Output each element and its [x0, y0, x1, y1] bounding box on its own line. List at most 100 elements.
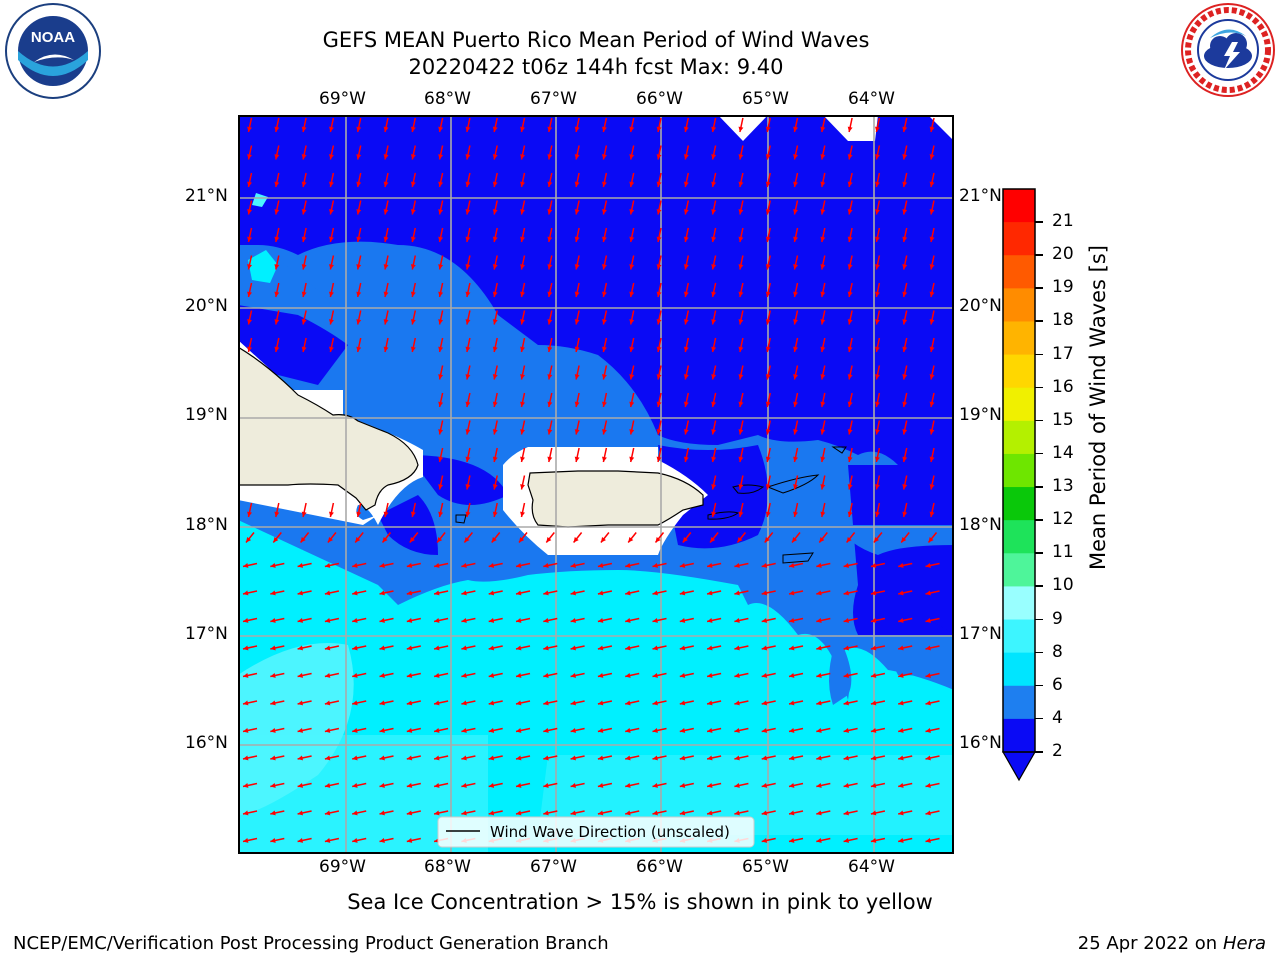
wind-wave-arrowhead: [270, 563, 276, 568]
wind-wave-arrowhead: [629, 401, 635, 407]
colorbar-segment: [1003, 487, 1035, 521]
wind-wave-arrowhead: [656, 429, 662, 435]
wind-wave-arrowhead: [574, 374, 580, 380]
wind-wave-arrowhead: [274, 154, 280, 160]
wind-wave-arrowhead: [711, 511, 717, 517]
wind-wave-arrowhead: [465, 126, 471, 132]
wind-wave-arrowhead: [765, 209, 771, 215]
wind-wave-arrowhead: [902, 429, 908, 435]
wind-wave-arrowhead: [820, 484, 826, 490]
colorbar-tick-label: 12: [1052, 509, 1074, 530]
wind-wave-arrowhead: [789, 810, 795, 816]
wind-wave-arrowhead: [816, 618, 822, 623]
wind-wave-arrowhead: [902, 291, 908, 297]
colorbar-tick-mark: [1035, 717, 1043, 720]
wind-wave-arrowhead: [329, 264, 334, 270]
wind-wave-arrowhead: [301, 209, 307, 215]
lat-label-right-19: 19°N: [959, 405, 1002, 425]
wind-wave-arrowhead: [929, 429, 935, 435]
wind-wave-arrowhead: [789, 755, 795, 761]
wind-wave-arrowhead: [820, 181, 826, 187]
colorbar-segment: [1003, 354, 1035, 389]
colorbar: [1001, 188, 1037, 782]
wind-wave-arrowhead: [683, 181, 689, 187]
wind-wave-arrowhead: [602, 374, 607, 380]
wind-wave-arrowhead: [547, 264, 553, 270]
wind-wave-arrowhead: [652, 755, 658, 761]
puerto-rico-land: [527, 470, 704, 528]
wind-wave-arrowhead: [410, 154, 416, 160]
wind-wave-arrowhead: [875, 291, 880, 297]
wind-wave-arrowhead: [324, 590, 331, 596]
wind-wave-arrowhead: [461, 645, 467, 651]
wind-wave-arrowhead: [793, 236, 798, 242]
wind-wave-arrowhead: [789, 673, 795, 678]
wind-wave-arrowhead: [625, 590, 631, 596]
wind-wave-arrowhead: [602, 264, 607, 270]
wind-wave-arrowhead: [602, 346, 607, 352]
wind-wave-arrowhead: [602, 429, 607, 435]
wind-wave-arrowhead: [520, 401, 525, 407]
wind-wave-arrowhead: [547, 126, 553, 132]
wind-wave-arrowhead: [870, 728, 877, 733]
colorbar-tick-label: 21: [1052, 211, 1074, 232]
wind-wave-arrowhead: [679, 645, 686, 651]
wind-wave-arrowhead: [847, 511, 853, 517]
wind-wave-arrowhead: [847, 291, 853, 297]
colorbar-tick-mark: [1035, 221, 1043, 223]
wind-wave-arrowhead: [382, 537, 388, 543]
wind-wave-arrowhead: [734, 590, 740, 596]
wind-wave-arrowhead: [329, 346, 334, 352]
wind-wave-arrowhead: [516, 783, 522, 788]
wind-wave-arrowhead: [352, 755, 358, 761]
wind-wave-arrowhead: [761, 563, 768, 568]
wind-wave-arrowhead: [409, 537, 415, 543]
wind-wave-arrowhead: [324, 783, 331, 788]
wind-wave-arrowhead: [297, 590, 304, 596]
chart-title-line1: GEFS MEAN Puerto Rico Mean Period of Win…: [322, 28, 870, 52]
wind-wave-arrowhead: [820, 319, 826, 325]
wind-wave-arrowhead: [574, 291, 580, 297]
wind-wave-arrowhead: [488, 810, 495, 816]
wind-wave-arrowhead: [652, 563, 658, 568]
wind-wave-arrowhead: [324, 563, 331, 568]
wind-wave-arrowhead: [520, 291, 525, 297]
wind-wave-arrowhead: [379, 783, 385, 788]
wind-wave-arrowhead: [492, 346, 498, 352]
wind-wave-arrowhead: [406, 673, 413, 678]
wind-wave-arrowhead: [274, 511, 280, 517]
wind-wave-arrowhead: [711, 181, 717, 187]
wind-wave-arrowhead: [925, 810, 931, 816]
wind-wave-arrowhead: [602, 319, 607, 325]
wind-wave-arrowhead: [816, 810, 822, 816]
wind-wave-arrowhead: [406, 728, 413, 733]
wind-wave-arrowhead: [625, 700, 631, 706]
wind-wave-arrowhead: [707, 645, 713, 651]
wind-wave-arrowhead: [602, 456, 607, 462]
wind-wave-arrowhead: [406, 590, 413, 596]
wind-wave-arrowhead: [547, 429, 553, 435]
wind-wave-arrowhead: [270, 838, 276, 843]
lon-label-bottom-69: 69°W: [319, 857, 366, 877]
wind-wave-arrowhead: [243, 783, 249, 788]
wind-wave-arrowhead: [383, 264, 389, 270]
wind-wave-arrowhead: [570, 590, 577, 596]
wind-wave-arrowhead: [461, 618, 467, 623]
wind-wave-arrowhead: [356, 346, 362, 352]
wind-wave-arrowhead: [789, 838, 795, 843]
wind-wave-arrowhead: [761, 783, 768, 788]
wind-wave-arrowhead: [734, 728, 740, 733]
wind-wave-arrowhead: [902, 511, 908, 517]
wind-wave-arrowhead: [492, 291, 498, 297]
wind-wave-arrowhead: [270, 810, 276, 816]
wind-wave-arrowhead: [520, 346, 525, 352]
wind-wave-arrowhead: [247, 346, 252, 352]
wind-wave-arrowhead: [492, 484, 498, 490]
wind-wave-arrowhead: [597, 563, 604, 568]
wind-wave-arrowhead: [383, 181, 389, 187]
colorbar-tick-mark: [1035, 254, 1043, 256]
wind-wave-arrowhead: [925, 590, 931, 596]
wind-wave-arrowhead: [711, 209, 717, 215]
wind-wave-arrowhead: [516, 810, 522, 816]
wind-wave-arrowhead: [301, 236, 307, 242]
